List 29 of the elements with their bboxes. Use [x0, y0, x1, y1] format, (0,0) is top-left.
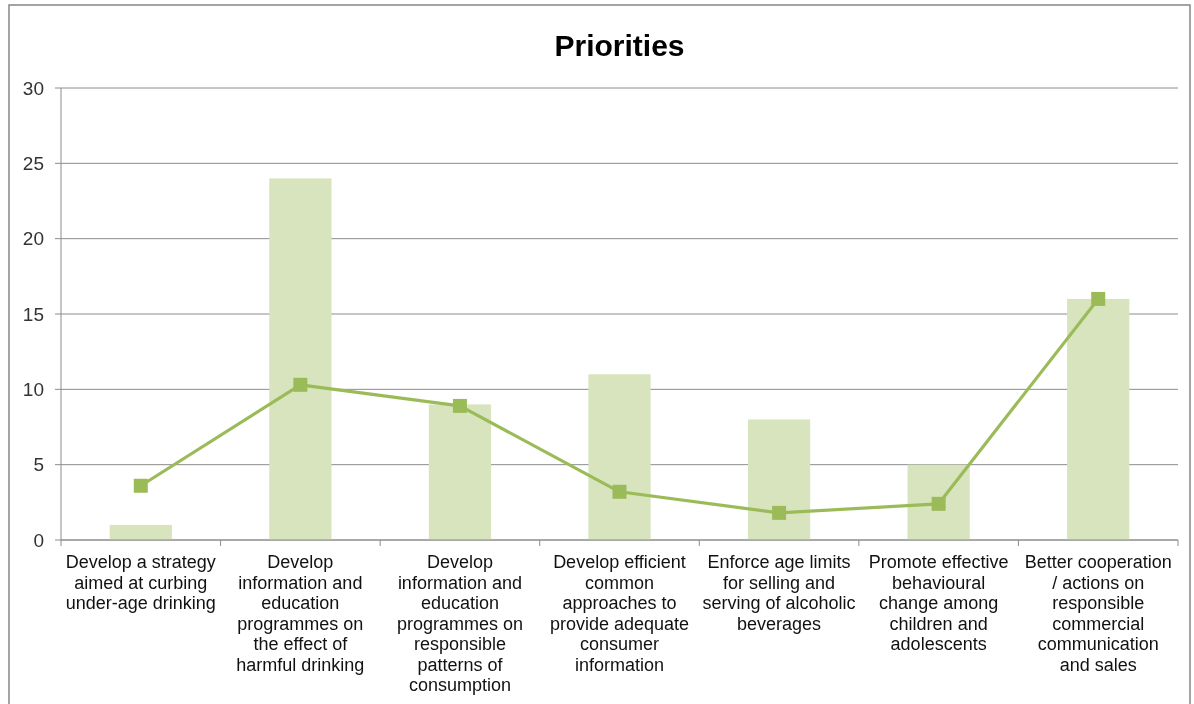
x-tick-label: Develop a strategy aimed at curbing under-age drinking — [65, 552, 216, 613]
bar — [747, 419, 811, 540]
y-tick-label: 20 — [22, 228, 44, 250]
y-tick-label: 5 — [33, 454, 44, 476]
bar — [109, 524, 172, 540]
bar — [428, 404, 492, 540]
point — [293, 377, 308, 392]
point — [133, 478, 148, 493]
x-tick-label: Enforce age limits for selling and serving of alcoholic beverages — [702, 552, 856, 634]
y-tick-label: 30 — [22, 77, 44, 99]
point — [1091, 291, 1106, 306]
y-tick-label: 15 — [22, 303, 44, 325]
x-tick-label: Promote effective behavioural change among children and adolescents — [868, 552, 1009, 654]
x-tick-label: Develop efficient common approaches to provide adequate consumer information — [549, 552, 690, 675]
x-tick-label: Better cooperation / actions on responsible commercial communication and sales — [1024, 552, 1172, 675]
x-tick-label: Develop information and education programmes on the effect of harmful drinking — [236, 552, 365, 675]
point — [772, 505, 787, 520]
point — [931, 496, 946, 511]
x-tick-label: Develop information and education programmes on responsible patterns of consumption — [396, 552, 523, 695]
chart-title: Priorities — [554, 29, 685, 62]
y-tick-label: 25 — [22, 152, 44, 174]
bar — [1067, 298, 1130, 540]
y-tick-label: 0 — [33, 529, 44, 551]
bar — [588, 374, 651, 540]
y-tick-label: 10 — [22, 378, 44, 400]
point — [452, 398, 467, 413]
bar — [269, 178, 332, 540]
bar — [907, 464, 970, 540]
point — [612, 484, 627, 499]
